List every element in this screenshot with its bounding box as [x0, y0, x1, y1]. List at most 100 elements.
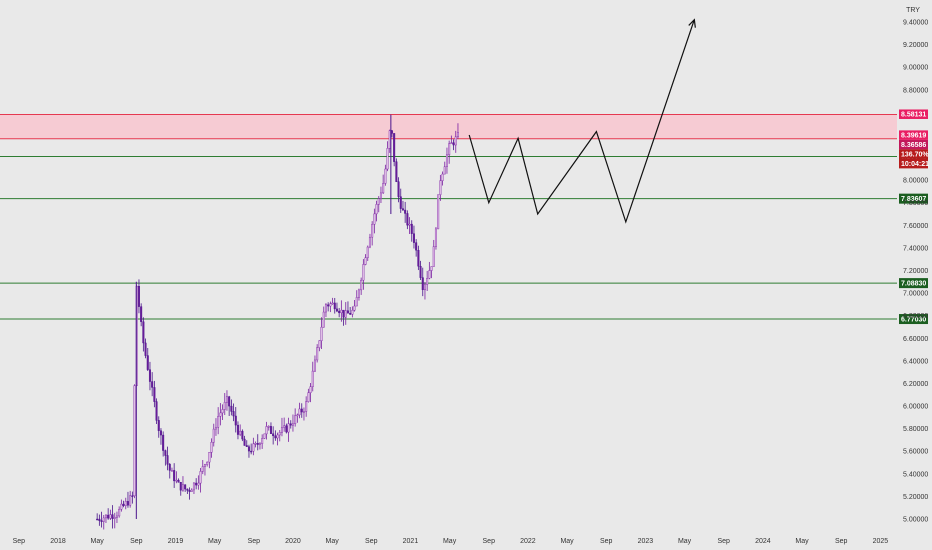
candle-body: [137, 286, 140, 307]
candle-body: [219, 412, 222, 417]
candle-body: [173, 470, 176, 482]
x-tick-label: Sep: [248, 538, 261, 545]
candle-body: [340, 309, 343, 314]
candle-body: [313, 359, 316, 372]
candle-body: [379, 192, 382, 199]
y-tick-label: 9.00000: [903, 65, 928, 72]
candle-body: [428, 270, 431, 279]
candle-body: [276, 434, 279, 439]
level-tag-label: 7.83607: [901, 196, 926, 203]
candle-body: [111, 514, 114, 519]
candle-body: [351, 309, 354, 315]
x-tick-label: 2022: [520, 538, 536, 545]
candle-body: [263, 433, 266, 439]
y-tick-label: 6.60000: [903, 336, 928, 343]
candle-body: [349, 313, 352, 315]
resistance-zone-fill: [0, 114, 897, 139]
x-tick-label: May: [795, 538, 809, 545]
candle-body: [287, 423, 290, 433]
candle-body: [245, 445, 248, 447]
candle-body: [305, 401, 308, 412]
candle-body: [410, 223, 413, 234]
candle-body: [109, 514, 112, 519]
candle-body: [371, 224, 374, 238]
candle-body: [217, 416, 220, 428]
y-tick-label: 5.80000: [903, 426, 928, 433]
candle-body: [258, 443, 261, 445]
y-tick-label: 9.20000: [903, 42, 928, 49]
candle-body: [208, 452, 211, 463]
candle-body: [203, 464, 206, 467]
projection-arrowhead: [688, 18, 696, 28]
candle-body: [159, 430, 162, 436]
x-tick-label: Sep: [600, 538, 613, 545]
x-tick-label: Sep: [835, 538, 848, 545]
candle-body: [228, 396, 231, 407]
candle-body: [368, 236, 371, 248]
candle-body: [454, 136, 457, 146]
y-tick-label: 5.40000: [903, 471, 928, 478]
candle-body: [353, 305, 356, 311]
candle-body: [324, 304, 327, 313]
y-tick-label: 7.80000: [903, 200, 928, 207]
candle-body: [146, 355, 149, 370]
candle-body: [144, 342, 147, 356]
candle-body: [291, 423, 294, 426]
candle-body: [335, 308, 338, 312]
y-tick-label: 6.00000: [903, 404, 928, 411]
level-tag-box: [899, 314, 928, 325]
candle-body: [186, 488, 189, 491]
y-tick-label: 8.00000: [903, 178, 928, 185]
y-tick-label: 9.40000: [903, 20, 928, 27]
candle-body: [307, 392, 310, 402]
candle-body: [390, 130, 393, 134]
candle-body: [298, 408, 301, 416]
candle-body: [338, 310, 341, 314]
y-tick-label: 7.00000: [903, 291, 928, 298]
x-tick-label: May: [678, 538, 692, 545]
level-tag-box: [899, 193, 928, 204]
candle-body: [250, 450, 253, 453]
candle-body: [252, 443, 255, 452]
candle-body: [265, 426, 268, 435]
candle-body: [384, 168, 387, 184]
candle-body: [316, 347, 319, 361]
candle-body: [190, 489, 193, 492]
x-tick-label: May: [91, 538, 105, 545]
price-tag-box: [899, 149, 928, 159]
candle-body: [283, 425, 286, 428]
candle-body: [382, 183, 385, 194]
price-tag-label: 10:04:21: [901, 161, 929, 168]
candle-body: [320, 326, 323, 341]
level-tag-label: 6.77030: [901, 317, 926, 324]
currency-label: TRY: [906, 7, 920, 14]
candle-body: [126, 501, 129, 506]
candle-body: [329, 303, 332, 307]
candle-body: [373, 213, 376, 225]
candle-body: [140, 306, 143, 322]
candle-body: [434, 228, 437, 247]
candle-body: [225, 396, 228, 403]
candle-body: [397, 181, 400, 197]
candle-body: [118, 509, 121, 517]
candle-body: [285, 425, 288, 433]
y-tick-label: 6.80000: [903, 313, 928, 320]
candle-body: [302, 411, 305, 413]
price-tags-group: 8.58131 8.39619 8.36586 136.70% 10:04:21: [899, 109, 929, 169]
level-tag-label: 7.08830: [901, 281, 926, 288]
candle-body: [261, 438, 264, 444]
x-tick-label: 2023: [638, 538, 654, 545]
candle-body: [201, 466, 204, 472]
y-tick-label: 7.40000: [903, 245, 928, 252]
y-tick-label: 8.80000: [903, 87, 928, 94]
candle-body: [175, 479, 178, 482]
candle-body: [133, 385, 136, 497]
candle-body: [419, 265, 422, 278]
x-tick-label: 2019: [168, 538, 184, 545]
candle-body: [344, 310, 347, 318]
price-series-group: [96, 114, 459, 530]
x-tick-label: 2018: [50, 538, 66, 545]
candle-body: [441, 173, 444, 181]
